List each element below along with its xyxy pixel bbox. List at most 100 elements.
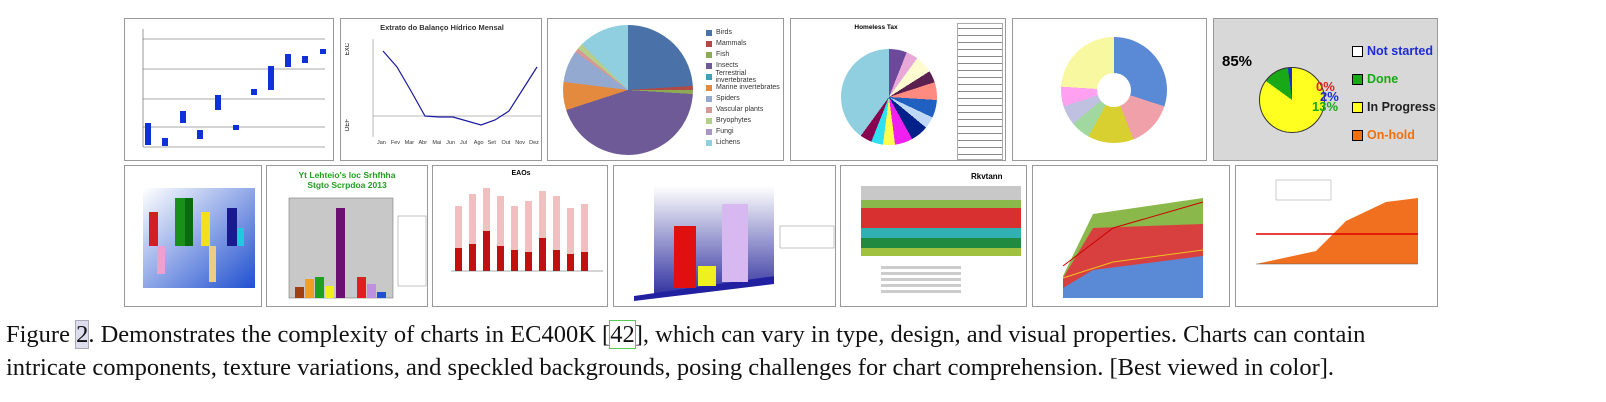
legend-item: Done xyxy=(1352,65,1436,93)
citation-link[interactable]: 42 xyxy=(609,320,636,349)
legend-swatch xyxy=(706,106,712,113)
bar3d-graphic xyxy=(143,188,255,288)
legend-label: Spiders xyxy=(716,95,740,102)
bar-graphic xyxy=(288,197,427,299)
panel-title: Rkvtann xyxy=(971,172,1003,181)
area-graphic xyxy=(1062,198,1204,298)
line-graphic xyxy=(372,39,541,137)
eaos-graphic xyxy=(451,188,603,272)
x-tick-label: Jan xyxy=(377,140,386,146)
stacked-thumb: Rkvtann xyxy=(840,165,1027,307)
bar-thumb: Yt Lehteio's loc Srhfhha Stgto Scrpdoa 20… xyxy=(266,165,428,307)
legend-label: Marine invertebrates xyxy=(716,84,780,91)
legend-label: In Progress xyxy=(1367,100,1436,114)
legend-item: On-hold xyxy=(1352,121,1436,149)
orange-area-graphic xyxy=(1256,179,1418,265)
legend-label: Birds xyxy=(716,29,732,36)
legend-swatch xyxy=(1352,45,1363,57)
bar3d2-graphic xyxy=(634,186,835,301)
x-tick-label: Ago xyxy=(473,140,484,146)
legend-swatch xyxy=(706,73,712,80)
legend-item: Fungi xyxy=(706,126,783,137)
waterfall-graphic xyxy=(142,29,326,148)
legend-label: Terrestrial invertebrates xyxy=(715,69,756,84)
status-thumb: 85% 0% 2% 13% Not started Done In Progress… xyxy=(1213,18,1438,161)
legend: Birds Mammals Fish Insects Terrestrial inver… xyxy=(706,27,783,148)
legend-swatch xyxy=(706,84,712,91)
legend-swatch xyxy=(706,40,712,47)
legend-item: Spiders xyxy=(706,93,783,104)
legend-swatch xyxy=(706,95,712,102)
legend-item: In Progress xyxy=(1352,93,1436,121)
legend-label: Insects xyxy=(716,62,739,69)
legend-swatch xyxy=(1352,129,1363,141)
legend-label: Fungi xyxy=(716,128,734,135)
legend-item: Birds xyxy=(706,27,783,38)
x-tick-label: Jul xyxy=(459,140,467,146)
legend-swatch xyxy=(706,29,712,36)
caption-text: intricate components, texture variations… xyxy=(6,354,1335,381)
caption-text: ], which can vary in type, design, and v… xyxy=(634,321,1366,348)
x-tick-label: Mai xyxy=(432,140,442,146)
legend-swatch xyxy=(706,62,712,69)
area-thumb xyxy=(1032,165,1230,307)
bar3d2-thumb xyxy=(613,165,836,307)
legend-item: Vascular plants xyxy=(706,104,783,115)
title-line: Yt Lehteio's loc Srhfhha xyxy=(298,170,396,180)
legend-swatch xyxy=(1352,101,1363,113)
x-tick-label: Jun xyxy=(446,140,456,146)
panel-title: Extrato do Balanço Hídrico Mensal xyxy=(380,23,504,32)
legend-label: Bryophytes xyxy=(716,117,752,124)
homeless-thumb: Homeless Tax xyxy=(790,18,1006,161)
pie xyxy=(1259,67,1325,133)
legend-item: Lichens xyxy=(706,137,783,148)
legend-label: Fish xyxy=(716,51,730,58)
legend-label: Mammals xyxy=(716,40,747,47)
donut-hole xyxy=(1097,73,1131,107)
caption: Figure 2. Demonstrates the complexity of… xyxy=(6,318,1606,384)
line-thumb: Extrato do Balanço Hídrico Mensal EXC DE… xyxy=(340,18,542,161)
legend-item: Fish xyxy=(706,49,783,60)
caption-text: Figure xyxy=(6,321,77,348)
legend-item: Marine invertebrates xyxy=(706,82,783,93)
legend-box xyxy=(957,23,1003,160)
legend-swatch xyxy=(706,51,712,58)
slice-label: 2% xyxy=(1320,89,1339,104)
panel-title: Homeless Tax xyxy=(854,24,898,31)
pie xyxy=(563,25,693,155)
x-tick-label: Dez xyxy=(529,140,539,146)
legend-label: Vascular plants xyxy=(716,106,764,113)
legend-label: Done xyxy=(1367,72,1399,86)
x-tick-labels: Jan Fev Mar Abr Mai Jun Jul Ago Set Out Nov Dez xyxy=(377,140,541,146)
pie xyxy=(841,49,937,145)
headline: 85% xyxy=(1222,53,1253,70)
title-line: Stgto Scrpdoa 2013 xyxy=(307,180,387,190)
legend-swatch xyxy=(1352,73,1363,85)
orange-area-thumb xyxy=(1235,165,1438,307)
bar3d-thumb xyxy=(124,165,262,307)
x-tick-label: Fev xyxy=(390,140,400,146)
legend-swatch xyxy=(706,139,712,146)
donut-thumb xyxy=(1012,18,1207,161)
legend-item: Terrestrial invertebrates xyxy=(706,69,783,84)
x-tick-label: Mar xyxy=(404,140,415,146)
legend-swatch xyxy=(706,117,712,124)
legend-swatch xyxy=(706,128,712,135)
legend-item: Not started xyxy=(1352,37,1436,65)
x-tick-label: Out xyxy=(501,140,511,146)
legend-item: Insects xyxy=(706,60,783,71)
slice-label: 0% xyxy=(1316,79,1335,94)
legend-item: Mammals xyxy=(706,38,783,49)
figure-number[interactable]: 2 xyxy=(75,320,90,349)
slice-label: 13% xyxy=(1312,99,1339,114)
legend-label: On-hold xyxy=(1367,128,1415,142)
x-tick-label: Set xyxy=(487,140,496,146)
legend-item: Bryophytes xyxy=(706,115,783,126)
panel-title: EAOs xyxy=(511,170,531,177)
x-tick-label: Nov xyxy=(515,140,526,146)
stacked-graphic xyxy=(861,186,1021,293)
caption-text: . Demonstrates the complexity of charts … xyxy=(88,321,611,348)
panel-title: Yt Lehteio's loc Srhfhha Stgto Scrpdoa 20… xyxy=(267,170,427,190)
legend: Not started Done In Progress On-hold xyxy=(1352,37,1436,149)
